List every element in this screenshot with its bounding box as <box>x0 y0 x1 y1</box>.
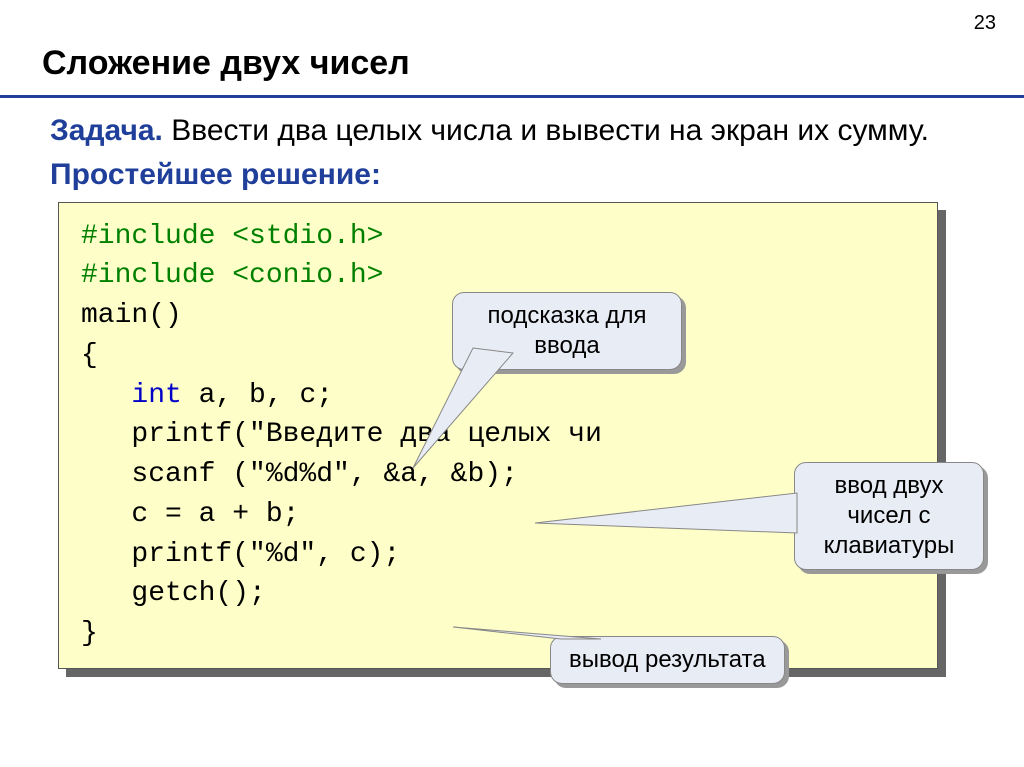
code-include2-kw: #include <box>81 260 215 291</box>
callout-input: ввод двух чисел с клавиатуры <box>794 462 984 570</box>
code-main: main() <box>81 300 182 331</box>
task-block: Задача. Ввести два целых числа и вывести… <box>0 112 1024 150</box>
solution-label: Простейшее решение: <box>0 150 1024 202</box>
page-number: 23 <box>974 12 996 35</box>
task-text: Ввести два целых числа и вывести на экра… <box>163 114 929 147</box>
callout-hint-text: подсказка для ввода <box>488 302 647 359</box>
callout-hint-tail <box>453 293 463 303</box>
code-brace-open: { <box>81 340 98 371</box>
code-container: #include <stdio.h> #include <conio.h> ma… <box>58 202 938 669</box>
code-box: #include <stdio.h> #include <conio.h> ma… <box>58 202 938 669</box>
callout-hint: подсказка для ввода <box>452 292 682 370</box>
code-int-kw: int <box>81 380 182 411</box>
code-int-vars: a, b, c; <box>182 380 333 411</box>
title-underline <box>0 95 1024 98</box>
callout-output-tail <box>551 637 561 647</box>
callout-output-text: вывод результата <box>569 646 766 673</box>
code-brace-close: } <box>81 618 98 649</box>
code-printf2: printf("%d", c); <box>81 539 400 570</box>
callout-output: вывод результата <box>550 636 785 684</box>
callout-input-tail <box>795 463 805 473</box>
code-include1-arg: <stdio.h> <box>215 221 383 252</box>
callout-input-text: ввод двух чисел с клавиатуры <box>824 472 955 559</box>
code-assign: c = a + b; <box>81 499 299 530</box>
slide-title: Сложение двух чисел <box>0 0 1024 95</box>
code-include1-kw: #include <box>81 221 215 252</box>
code-scanf: scanf ("%d%d", &a, &b); <box>81 459 518 490</box>
code-getch: getch(); <box>81 578 266 609</box>
code-include2-arg: <conio.h> <box>215 260 383 291</box>
task-label: Задача. <box>50 114 163 147</box>
code-printf1: printf("Введите два целых чи <box>81 419 602 450</box>
